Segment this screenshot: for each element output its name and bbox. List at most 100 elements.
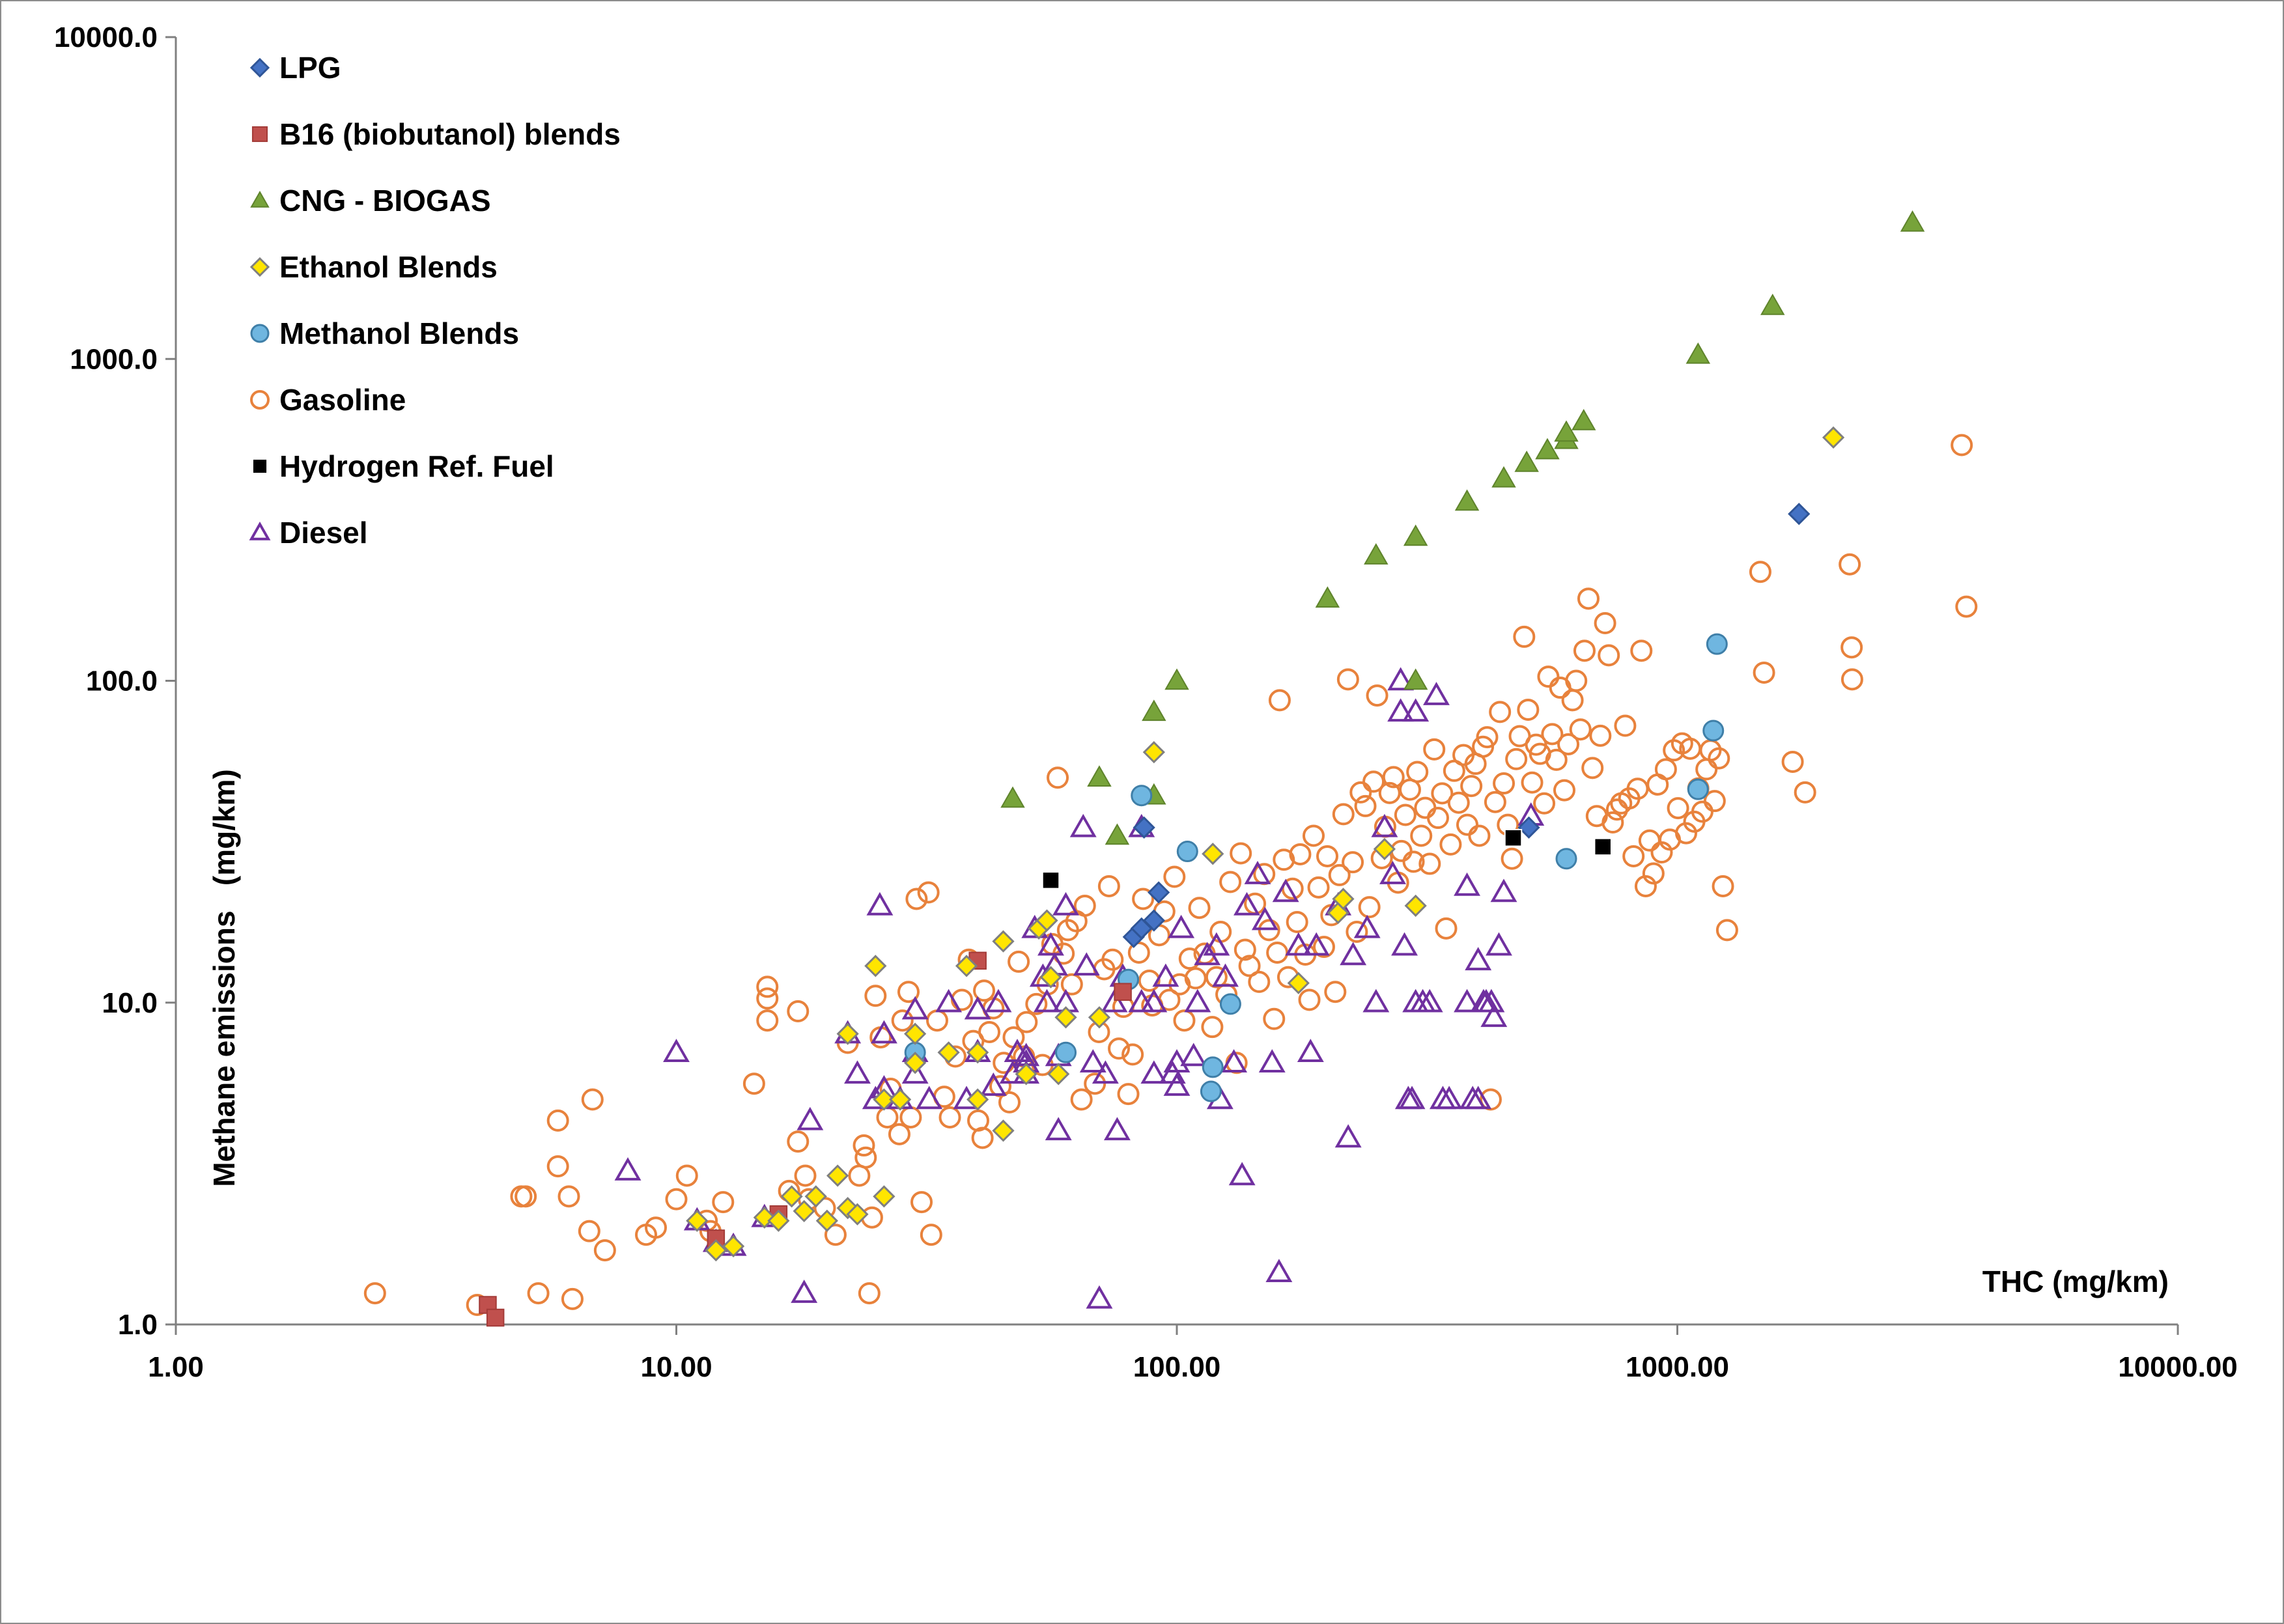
data-point (864, 985, 887, 1007)
data-point (756, 1009, 779, 1032)
data-point (1140, 1060, 1168, 1084)
data-point (486, 1308, 505, 1327)
data-point (1708, 747, 1730, 770)
data-point (1406, 761, 1429, 783)
y-tick-label: 1.0 (118, 1309, 158, 1341)
data-point (992, 930, 1015, 953)
data-point (1034, 988, 1060, 1013)
data-point (1340, 942, 1367, 966)
data-point (1435, 1085, 1463, 1110)
data-point (1201, 1016, 1224, 1039)
data-point (1364, 543, 1389, 565)
data-point (1148, 881, 1170, 904)
data-point (1342, 851, 1364, 874)
data-point (1332, 888, 1355, 910)
data-point (1379, 861, 1406, 884)
series-lpg (1122, 503, 1811, 948)
data-point (1272, 878, 1299, 903)
data-point (1535, 438, 1560, 460)
data-point (1695, 758, 1718, 781)
legend-marker (250, 190, 270, 208)
data-point (897, 981, 920, 1003)
data-point (1642, 862, 1665, 885)
data-point (846, 1203, 869, 1225)
data-point (1184, 988, 1211, 1013)
data-point (1212, 963, 1239, 987)
legend-marker (250, 324, 270, 343)
data-point (1202, 843, 1224, 865)
data-point (1454, 988, 1481, 1013)
data-point (1749, 561, 1771, 583)
data-point (826, 1164, 849, 1187)
data-point (1303, 932, 1330, 956)
data-point (978, 1020, 1001, 1043)
data-point (1822, 426, 1845, 449)
data-point (593, 1239, 616, 1262)
data-point (1362, 988, 1390, 1013)
data-point (916, 1085, 943, 1110)
data-point (904, 1052, 927, 1074)
data-point (1955, 595, 1978, 618)
data-point (1248, 970, 1271, 993)
data-point (1008, 950, 1030, 973)
data-point (793, 1199, 815, 1223)
data-point (1263, 1007, 1286, 1030)
data-point (1163, 1072, 1191, 1096)
data-point (742, 1072, 765, 1095)
data-point (1362, 770, 1385, 793)
data-point (1402, 850, 1425, 873)
data-point (1045, 1117, 1072, 1141)
data-point (993, 1052, 1015, 1074)
data-point (1402, 698, 1430, 722)
data-point (1513, 625, 1536, 648)
data-point (848, 1164, 871, 1187)
legend-item: Ethanol Blends (249, 250, 498, 284)
data-point (1517, 816, 1540, 839)
data-point (1435, 917, 1458, 940)
data-point (1504, 829, 1523, 847)
data-point (844, 1060, 871, 1084)
data-point (1493, 772, 1516, 795)
legend-marker (251, 458, 268, 475)
data-point (1840, 636, 1863, 659)
data-point (712, 1191, 735, 1214)
data-point (557, 1185, 580, 1208)
legend-label: Gasoline (279, 383, 406, 417)
data-point (1581, 757, 1604, 779)
y-axis-title: Methane emissions (mg/km) (207, 769, 241, 1187)
data-point (705, 1239, 727, 1262)
data-point (767, 1209, 790, 1232)
data-point (1055, 1041, 1077, 1063)
data-point (527, 1282, 550, 1305)
data-point (1238, 955, 1261, 977)
data-point (1142, 909, 1165, 932)
data-point (966, 1041, 989, 1064)
data-point (1454, 872, 1481, 896)
data-point (1371, 813, 1398, 837)
data-point (1312, 936, 1335, 959)
data-point (1480, 1003, 1508, 1028)
data-point (686, 1209, 709, 1232)
data-point (1047, 766, 1069, 789)
data-point (722, 1235, 745, 1257)
data-point (1410, 824, 1433, 847)
data-point (1555, 848, 1577, 870)
data-point (1675, 822, 1698, 845)
data-point (1501, 847, 1523, 870)
data-point (935, 988, 963, 1013)
data-point (1484, 791, 1506, 813)
data-point (1307, 876, 1330, 899)
data-point (858, 1282, 881, 1305)
data-point (998, 1091, 1021, 1113)
data-point (1418, 852, 1441, 875)
legend-label: Hydrogen Ref. Fuel (279, 449, 554, 483)
data-point (1234, 891, 1260, 916)
data-point (665, 1188, 688, 1211)
data-point (1951, 434, 1973, 456)
data-point (964, 996, 991, 1020)
data-point (1220, 1049, 1248, 1072)
data-point (1142, 741, 1165, 764)
legend-item: Methanol Blends (250, 316, 519, 350)
x-axis-title: THC (mg/km) (1982, 1265, 2169, 1298)
data-point (920, 1224, 942, 1246)
